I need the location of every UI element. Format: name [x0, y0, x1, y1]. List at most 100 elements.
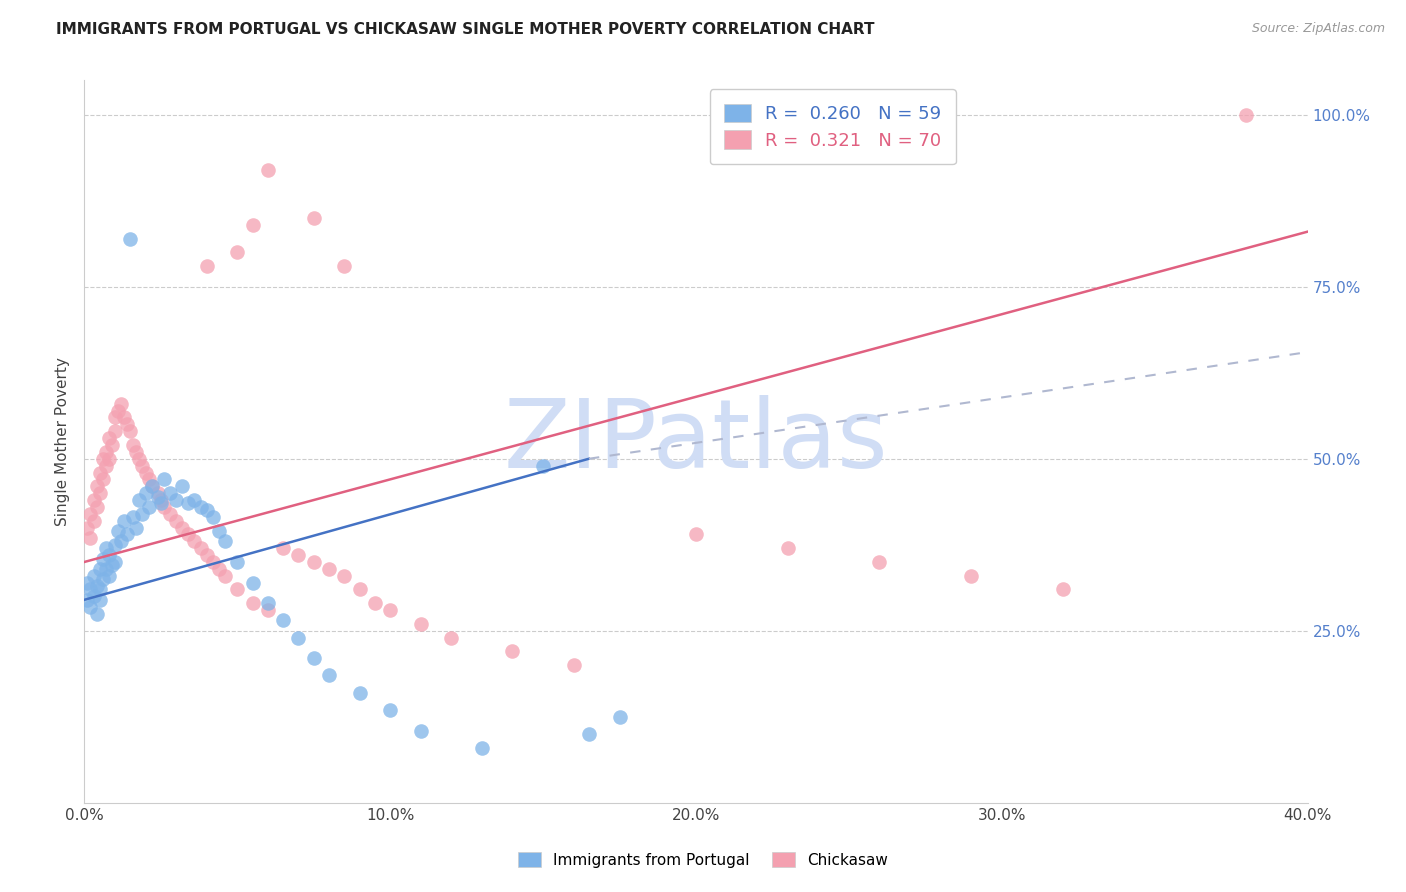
Point — [79, 531, 101, 545]
Point — [153, 472, 176, 486]
Point — [159, 486, 181, 500]
Point — [214, 534, 236, 549]
Point — [257, 162, 280, 177]
Y-axis label: Single Mother Poverty: Single Mother Poverty — [55, 357, 70, 526]
Point — [112, 514, 135, 528]
Point — [242, 575, 264, 590]
Point — [128, 493, 150, 508]
Point — [685, 527, 707, 541]
Point — [190, 541, 212, 556]
Point — [380, 703, 402, 717]
Point — [89, 466, 111, 480]
Point — [97, 431, 120, 445]
Point — [94, 562, 117, 576]
Point — [89, 582, 111, 597]
Point — [76, 520, 98, 534]
Point — [440, 631, 463, 645]
Point — [287, 631, 309, 645]
Point — [125, 445, 148, 459]
Point — [104, 424, 127, 438]
Point — [190, 500, 212, 514]
Point — [125, 520, 148, 534]
Point — [86, 479, 108, 493]
Point — [149, 493, 172, 508]
Point — [242, 596, 264, 610]
Point — [172, 479, 194, 493]
Point — [195, 548, 218, 562]
Point — [120, 424, 142, 438]
Point — [257, 603, 280, 617]
Legend: R =  0.260   N = 59, R =  0.321   N = 70: R = 0.260 N = 59, R = 0.321 N = 70 — [710, 89, 956, 164]
Point — [146, 486, 169, 500]
Point — [91, 551, 114, 566]
Point — [226, 245, 249, 260]
Point — [302, 651, 325, 665]
Point — [107, 524, 129, 538]
Point — [869, 555, 891, 569]
Point — [91, 451, 114, 466]
Point — [271, 614, 294, 628]
Point — [349, 582, 371, 597]
Point — [86, 607, 108, 621]
Point — [104, 410, 127, 425]
Point — [97, 548, 120, 562]
Point — [201, 555, 224, 569]
Point — [115, 417, 138, 432]
Point — [1236, 108, 1258, 122]
Point — [91, 472, 114, 486]
Point — [83, 568, 105, 582]
Point — [208, 562, 231, 576]
Point — [287, 548, 309, 562]
Point — [380, 603, 402, 617]
Point — [177, 527, 200, 541]
Point — [135, 486, 157, 500]
Point — [302, 211, 325, 225]
Point — [333, 568, 356, 582]
Text: IMMIGRANTS FROM PORTUGAL VS CHICKASAW SINGLE MOTHER POVERTY CORRELATION CHART: IMMIGRANTS FROM PORTUGAL VS CHICKASAW SI… — [56, 22, 875, 37]
Point — [120, 231, 142, 245]
Point — [131, 458, 153, 473]
Point — [183, 493, 205, 508]
Point — [146, 490, 169, 504]
Point — [97, 451, 120, 466]
Point — [302, 555, 325, 569]
Point — [177, 496, 200, 510]
Point — [333, 259, 356, 273]
Point — [149, 496, 172, 510]
Point — [110, 397, 132, 411]
Point — [318, 562, 340, 576]
Point — [79, 582, 101, 597]
Point — [115, 527, 138, 541]
Point — [242, 218, 264, 232]
Point — [79, 599, 101, 614]
Point — [214, 568, 236, 582]
Point — [609, 710, 631, 724]
Point — [195, 259, 218, 273]
Point — [86, 500, 108, 514]
Point — [83, 514, 105, 528]
Point — [86, 579, 108, 593]
Point — [131, 507, 153, 521]
Point — [271, 541, 294, 556]
Point — [159, 507, 181, 521]
Point — [502, 644, 524, 658]
Point — [1052, 582, 1074, 597]
Point — [101, 558, 124, 573]
Point — [201, 510, 224, 524]
Point — [409, 616, 432, 631]
Point — [364, 596, 387, 610]
Point — [128, 451, 150, 466]
Point — [141, 479, 163, 493]
Point — [83, 493, 105, 508]
Point — [76, 575, 98, 590]
Point — [104, 538, 127, 552]
Point — [578, 727, 600, 741]
Point — [91, 572, 114, 586]
Point — [76, 592, 98, 607]
Point — [89, 562, 111, 576]
Point — [562, 658, 585, 673]
Point — [183, 534, 205, 549]
Point — [97, 568, 120, 582]
Point — [153, 500, 176, 514]
Point — [531, 458, 554, 473]
